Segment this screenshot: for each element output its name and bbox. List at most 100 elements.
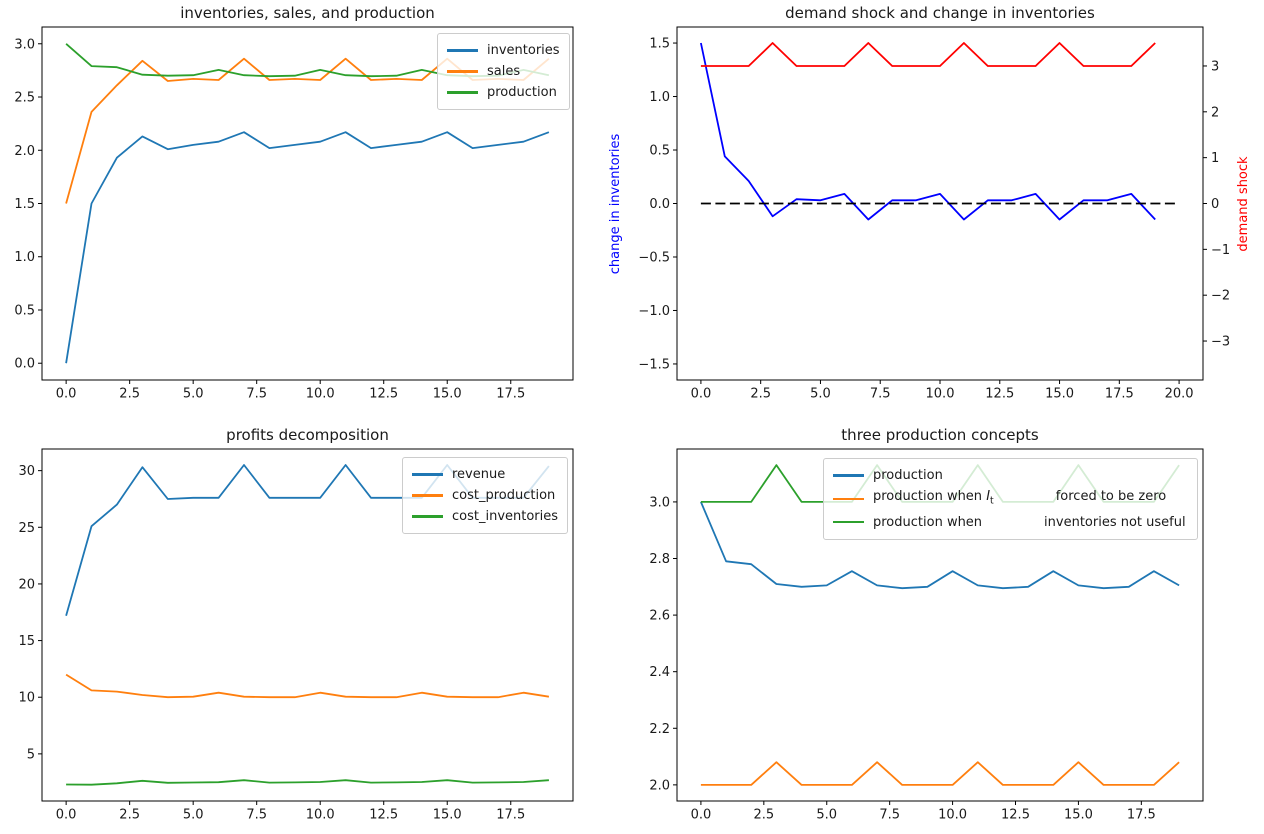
- y2-tick-label: −3: [1211, 335, 1230, 350]
- x-tick-label: 0.0: [691, 387, 712, 402]
- x-tick-label: 2.5: [753, 808, 774, 823]
- y-tick-label: 30: [18, 464, 35, 479]
- legend-line-sample: [447, 70, 478, 73]
- legend-entry-label: revenue: [452, 467, 506, 482]
- y2-tick-label: 2: [1211, 105, 1219, 120]
- x-tick-label: 2.5: [119, 808, 140, 823]
- legend-entry: inventories: [447, 40, 560, 61]
- legend-text: production when: [873, 489, 987, 504]
- legend-line-sample: [447, 91, 478, 94]
- x-tick-label: 17.5: [1105, 387, 1134, 402]
- legend-entry-label: cost_production: [452, 488, 556, 503]
- legend-text: production: [873, 468, 943, 483]
- legend-line-sample: [833, 474, 864, 477]
- legend-line-sample: [412, 515, 443, 518]
- x-tick-label: 17.5: [496, 387, 525, 402]
- legend-entry: sales: [447, 61, 560, 82]
- x-tick-label: 0.0: [56, 387, 77, 402]
- legend-entry: production when It forced to be zero: [833, 486, 1188, 512]
- x-tick-label: 5.0: [183, 808, 204, 823]
- axes-box: [41, 448, 574, 802]
- legend-line-sample: [833, 520, 864, 524]
- y-tick-label: 20: [18, 577, 35, 592]
- legend-label-gap: [994, 499, 1056, 500]
- x-tick-label: 20.0: [1165, 387, 1194, 402]
- x-tick-label: 5.0: [816, 808, 837, 823]
- legend-entry-label: production when inventories not useful: [873, 512, 1186, 533]
- series-cost-production: [65, 673, 550, 699]
- y2-tick-label: 1: [1211, 151, 1219, 166]
- y-tick-label: −1.5: [638, 357, 670, 372]
- y-tick-label: 2.0: [14, 144, 35, 159]
- y2-tick-label: 3: [1211, 59, 1219, 74]
- series-production-when-i-t-forced-to-be-zero: [700, 761, 1180, 786]
- x-tick-label: 10.0: [926, 387, 955, 402]
- legend-text: inventories not useful: [1044, 514, 1186, 530]
- y-tick-label: 10: [18, 691, 35, 706]
- x-tick-label: 7.5: [879, 808, 900, 823]
- y-tick-label: 2.4: [649, 665, 670, 680]
- y-tick-label: 2.5: [14, 91, 35, 106]
- y-tick-label: 2.2: [649, 722, 670, 737]
- x-tick-label: 12.5: [985, 387, 1014, 402]
- x-tick-label: 15.0: [433, 387, 462, 402]
- x-tick-label: 10.0: [306, 387, 335, 402]
- chart-title-profits-decomposition: profits decomposition: [226, 426, 389, 444]
- chart-title-demand-shock: demand shock and change in inventories: [785, 4, 1095, 22]
- x-tick-label: 10.0: [938, 808, 967, 823]
- y2-tick-label: 0: [1211, 197, 1219, 212]
- y2-tick-label: −1: [1211, 243, 1230, 258]
- y-tick-label: 1.5: [14, 197, 35, 212]
- y2-tick-label: −2: [1211, 289, 1230, 304]
- y-tick-label: 25: [18, 521, 35, 536]
- legend-line-sample: [833, 497, 864, 501]
- y-tick-label: 15: [18, 634, 35, 649]
- legend-math-sub: t: [990, 495, 994, 507]
- legend-text: forced to be zero: [1055, 489, 1167, 504]
- x-tick-label: 12.5: [1001, 808, 1030, 823]
- chart-title-inventories-sales-production: inventories, sales, and production: [180, 4, 435, 22]
- y-tick-label: 5: [27, 747, 35, 762]
- legend-line-sample: [412, 494, 443, 497]
- legend-entry: production: [447, 82, 560, 103]
- y-tick-label: 1.5: [649, 37, 670, 52]
- series-demand-shock: [700, 42, 1156, 67]
- legend-line-sample: [447, 49, 478, 52]
- x-tick-label: 12.5: [369, 808, 398, 823]
- y-tick-label: 0.5: [14, 303, 35, 318]
- x-tick-label: 5.0: [183, 387, 204, 402]
- legend-entry-label: cost_inventories: [452, 509, 559, 524]
- legend-box-profits-decomposition: revenue cost_production cost_inventories: [402, 457, 569, 534]
- legend-box-inventories-sales-production: inventories sales production: [437, 33, 570, 110]
- legend-label-gap: [982, 525, 1044, 526]
- legend-text: production when: [873, 514, 983, 530]
- y-tick-label: −0.5: [638, 250, 670, 265]
- y-tick-label: 1.0: [649, 90, 670, 105]
- legend-entry-label: inventories: [487, 43, 560, 58]
- y-axis-label-demand-shock: demand shock: [1236, 155, 1251, 252]
- series-change-in-inventories: [700, 42, 1156, 221]
- x-tick-label: 10.0: [306, 808, 335, 823]
- y-tick-label: 3.0: [649, 495, 670, 510]
- legend-entry: cost_production: [412, 485, 558, 506]
- y-tick-label: −1.0: [638, 304, 670, 319]
- legend-entry-label: production: [873, 465, 943, 486]
- series-production: [700, 501, 1180, 590]
- x-tick-label: 7.5: [870, 387, 891, 402]
- y-tick-label: 0.0: [14, 357, 35, 372]
- x-tick-label: 5.0: [810, 387, 831, 402]
- y-tick-label: 0.5: [649, 144, 670, 159]
- y-tick-label: 2.8: [649, 552, 670, 567]
- legend-entry: production when inventories not useful: [833, 512, 1188, 533]
- series-inventories: [65, 131, 550, 364]
- x-tick-label: 7.5: [246, 387, 267, 402]
- legend-line-sample: [412, 473, 443, 476]
- chart-title-three-production-concepts: three production concepts: [841, 426, 1039, 444]
- x-tick-label: 15.0: [1064, 808, 1093, 823]
- legend-entry: production: [833, 465, 1188, 486]
- x-tick-label: 15.0: [433, 808, 462, 823]
- x-tick-label: 0.0: [691, 808, 712, 823]
- x-tick-label: 0.0: [56, 808, 77, 823]
- legend-entry-label: production: [487, 85, 557, 100]
